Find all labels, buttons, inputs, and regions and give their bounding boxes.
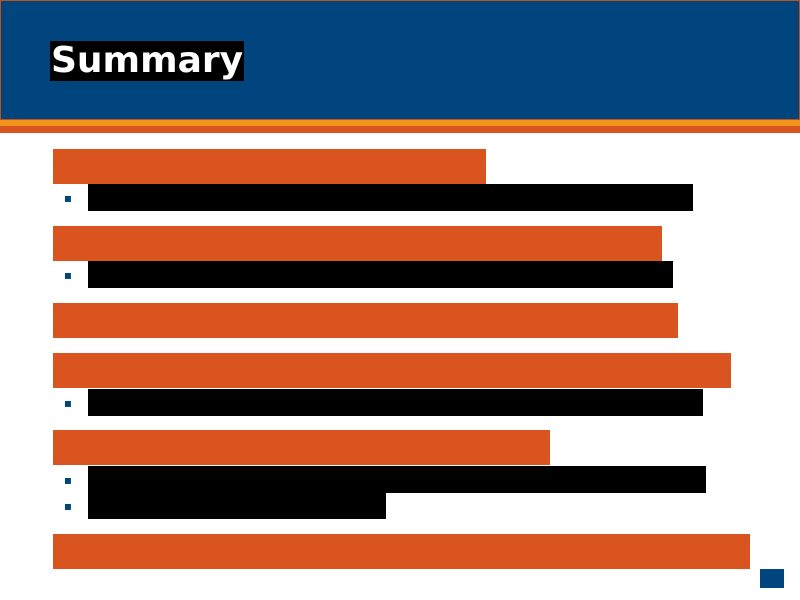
bullet-text [88, 184, 693, 211]
header-stripe-light [0, 120, 800, 126]
bullet-text [88, 466, 706, 493]
bullet-icon: ▪ [63, 499, 73, 513]
header-stripe-dark [0, 126, 800, 133]
item-heading-4 [53, 353, 731, 388]
bullet-icon: ▪ [63, 268, 73, 282]
bullet-icon: ▪ [63, 191, 73, 205]
bullet-text [88, 492, 386, 519]
bullet-icon: ▪ [63, 396, 73, 410]
slide-title: Summary [50, 40, 245, 81]
item-heading-5 [53, 430, 550, 465]
bullet-icon: ▪ [63, 473, 73, 487]
page-number-badge [760, 569, 784, 588]
item-heading-6 [53, 534, 750, 569]
bullet-text [88, 261, 673, 288]
item-heading-1 [53, 149, 486, 184]
slide-header: Summary [0, 0, 800, 120]
bullet-text [88, 389, 703, 416]
item-heading-3 [53, 303, 678, 338]
item-heading-2 [53, 226, 662, 261]
